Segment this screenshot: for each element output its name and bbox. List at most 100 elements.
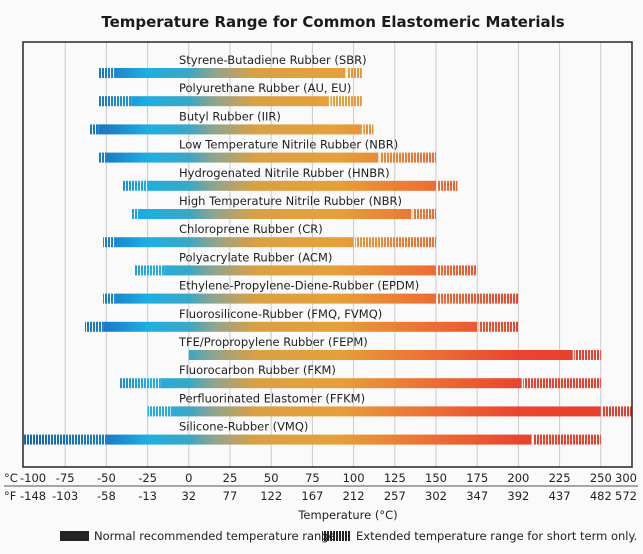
tick-label-fahrenheit: 302 xyxy=(425,489,447,503)
material-row xyxy=(98,152,436,163)
tick-label-celsius: -25 xyxy=(138,471,157,485)
normal-range-bar xyxy=(160,378,522,389)
plot-border xyxy=(22,41,633,468)
material-row xyxy=(103,293,519,304)
material-label: Styrene-Butadiene Rubber (SBR) xyxy=(179,53,367,67)
material-row xyxy=(134,265,478,276)
material-label: Polyacrylate Rubber (ACM) xyxy=(179,250,332,264)
material-label: Ethylene-Propylene-Diene-Rubber (EPDM) xyxy=(179,279,419,293)
normal-range-bar xyxy=(188,350,573,360)
material-row xyxy=(188,350,601,360)
material-label: Perfluorinated Elastomer (FFKM) xyxy=(179,391,365,405)
tick-label-celsius: 125 xyxy=(384,471,406,485)
legend-extended-label: Extended temperature range for short ter… xyxy=(356,529,637,543)
extended-range-high xyxy=(379,152,436,163)
extended-range-low xyxy=(98,96,132,107)
normal-range-bar xyxy=(164,265,436,276)
tick-label-fahrenheit: 437 xyxy=(549,489,571,503)
extended-range-high xyxy=(478,321,519,332)
extended-range-low xyxy=(24,434,107,445)
normal-range-bar xyxy=(147,180,436,191)
normal-range-bar xyxy=(98,124,362,135)
tick-label-celsius: 150 xyxy=(425,471,447,485)
tick-label-fahrenheit: 167 xyxy=(301,489,323,503)
celsius-ticks: -100 -75 -50 -25 0 25 50 75 100 125 150 175 200 225 25… xyxy=(20,471,637,485)
extended-range-high xyxy=(363,124,374,135)
extended-range-high xyxy=(355,237,436,248)
material-label: High Temperature Nitrile Rubber (NBR) xyxy=(179,194,402,208)
gridlines xyxy=(64,42,602,467)
tick-label-celsius: 75 xyxy=(305,471,320,485)
extended-range-low xyxy=(84,321,104,332)
tick-label-celsius: 175 xyxy=(466,471,488,485)
extended-range-low xyxy=(103,293,115,304)
tick-label-fahrenheit: -148 xyxy=(20,489,46,503)
extended-range-low xyxy=(89,124,99,135)
tick-label-celsius: 225 xyxy=(549,471,571,485)
normal-range-bar xyxy=(114,68,346,78)
material-label: Butyl Rubber (IIR) xyxy=(179,109,281,123)
normal-range-bar xyxy=(170,406,601,417)
fahrenheit-unit-label: °F xyxy=(4,489,16,503)
tick-label-celsius: 0 xyxy=(185,471,192,485)
tick-label-fahrenheit: 122 xyxy=(260,489,282,503)
material-row xyxy=(103,237,436,248)
normal-range-bar xyxy=(103,321,478,332)
material-label: Silicone-Rubber (VMQ) xyxy=(179,420,308,434)
tick-label-celsius: 100 xyxy=(343,471,365,485)
normal-range-bar xyxy=(106,152,379,163)
material-label: Polyurethane Rubber (AU, EU) xyxy=(179,81,351,95)
tick-label-fahrenheit: 257 xyxy=(384,489,406,503)
normal-range-bar xyxy=(139,209,412,219)
material-row xyxy=(84,321,519,332)
extended-range-low xyxy=(131,209,140,219)
material-label: Chloroprene Rubber (CR) xyxy=(179,222,323,236)
fahrenheit-ticks: -148 -103 -58 -13 32 77 122 167 212 257 302 347 392 4… xyxy=(20,489,637,503)
material-row xyxy=(119,378,601,389)
normal-range-bar xyxy=(114,237,354,248)
celsius-unit-label: °C xyxy=(4,471,18,485)
extended-range-low xyxy=(122,180,148,191)
material-label: TFE/Propropylene Rubber (FEPM) xyxy=(178,335,368,349)
tick-label-celsius: 250 xyxy=(590,471,612,485)
tick-label-celsius: 300 xyxy=(615,471,637,485)
normal-range-bar xyxy=(106,434,532,445)
material-label: Hydrogenated Nitrile Rubber (HNBR) xyxy=(179,166,390,180)
material-row xyxy=(147,406,632,417)
material-row xyxy=(122,180,458,191)
material-label: Fluorocarbon Rubber (FKM) xyxy=(179,363,336,377)
tick-label-celsius: 200 xyxy=(507,471,529,485)
legend-normal-swatch xyxy=(60,531,89,541)
tick-label-fahrenheit: 482 xyxy=(590,489,612,503)
tick-label-fahrenheit: 347 xyxy=(466,489,488,503)
extended-range-high xyxy=(412,209,436,219)
extended-range-low xyxy=(147,406,171,417)
chart-title: Temperature Range for Common Elastomeric… xyxy=(101,13,564,31)
material-label: Low Temperature Nitrile Rubber (NBR) xyxy=(179,138,398,152)
material-labels: Styrene-Butadiene Rubber (SBR) Polyuretha… xyxy=(178,53,419,434)
extended-range-high xyxy=(574,350,601,360)
material-row xyxy=(131,209,436,219)
tick-label-fahrenheit: -103 xyxy=(52,489,78,503)
tick-label-fahrenheit: 77 xyxy=(223,489,238,503)
extended-range-high xyxy=(437,265,478,276)
extended-range-high xyxy=(346,68,362,78)
tick-label-celsius: 50 xyxy=(264,471,279,485)
tick-label-fahrenheit: 212 xyxy=(343,489,365,503)
extended-range-low xyxy=(134,265,165,276)
extended-range-high xyxy=(330,96,362,107)
extended-range-low xyxy=(103,237,115,248)
extended-range-low xyxy=(98,68,115,78)
tick-label-celsius: -50 xyxy=(97,471,116,485)
extended-range-high xyxy=(437,293,519,304)
legend-normal-label: Normal recommended temperature range xyxy=(94,529,336,543)
material-row xyxy=(98,68,362,78)
normal-range-bar xyxy=(114,293,436,304)
extended-range-high xyxy=(533,434,601,445)
tick-label-fahrenheit: 572 xyxy=(615,489,637,503)
extended-range-high xyxy=(602,406,632,417)
extended-range-low xyxy=(98,152,107,163)
tick-label-celsius: -100 xyxy=(20,471,46,485)
bars xyxy=(24,68,632,445)
